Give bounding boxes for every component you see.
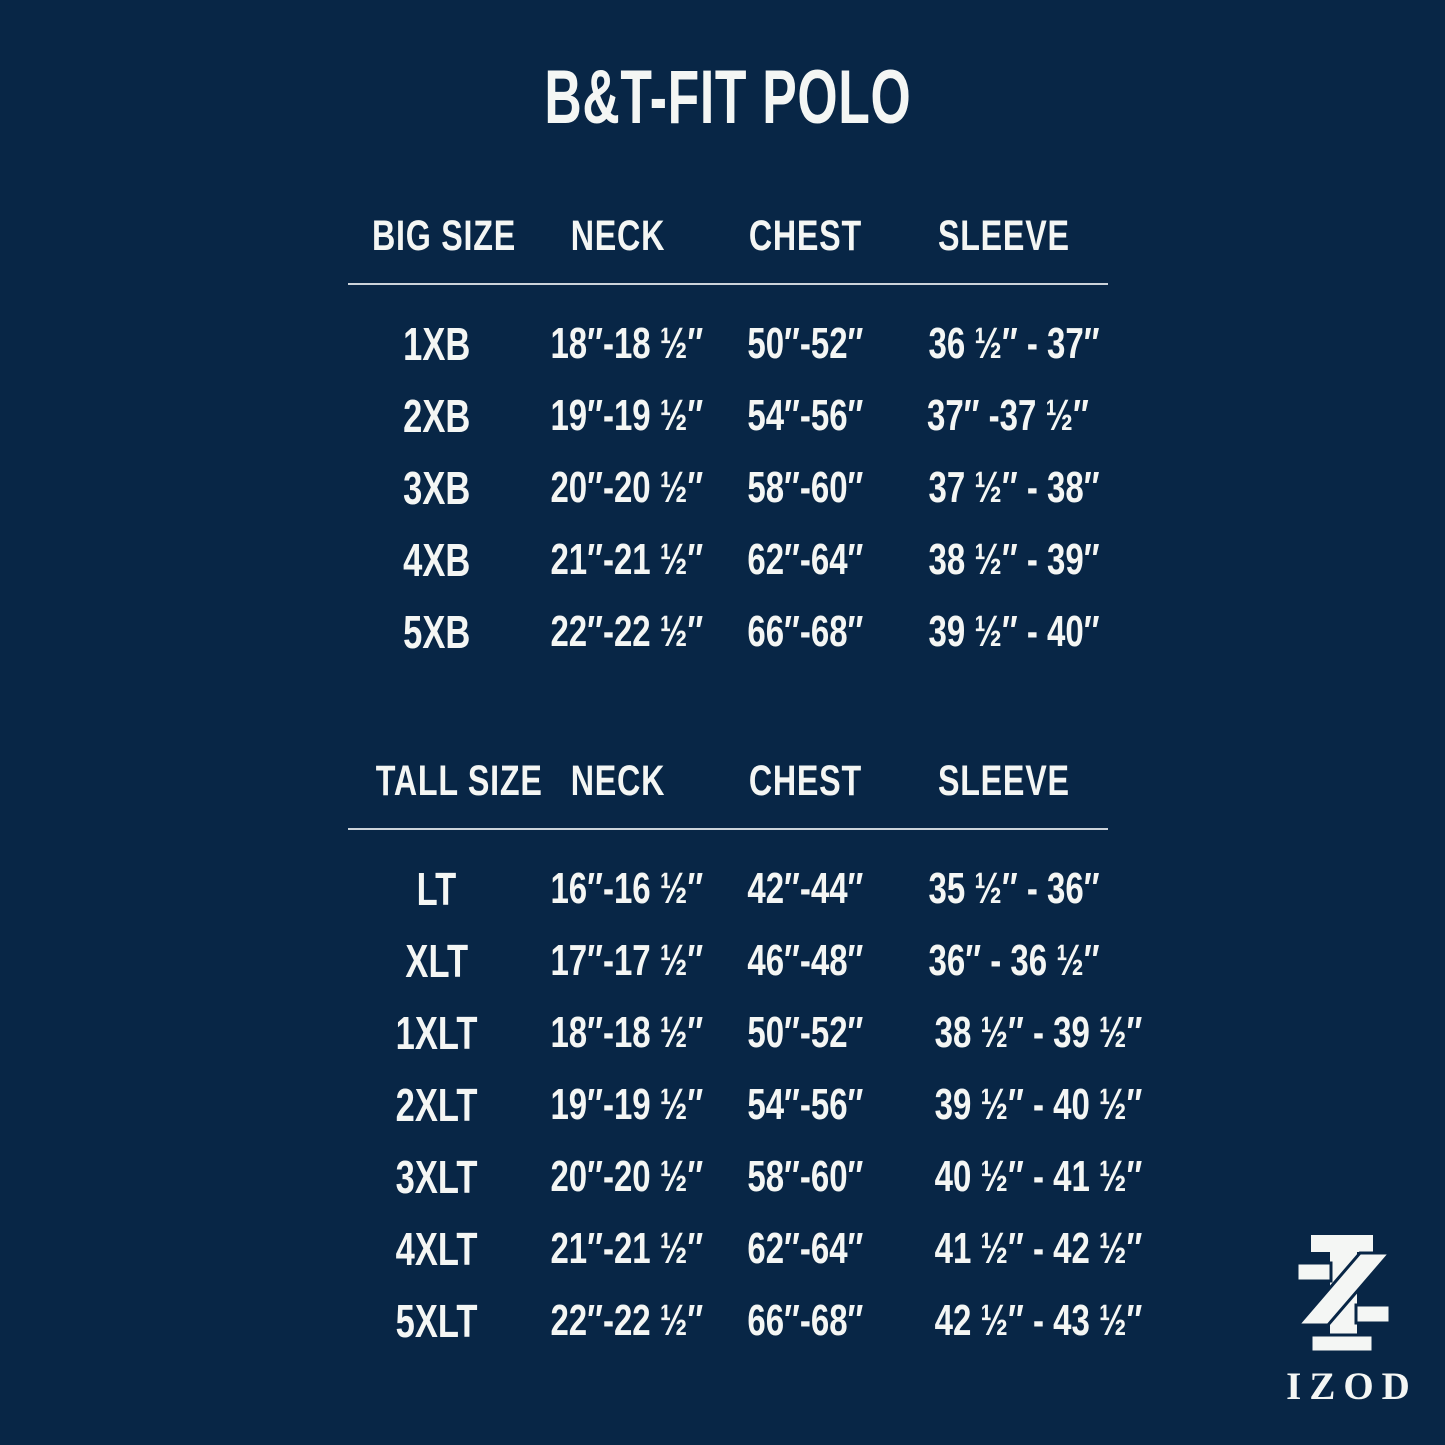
table-row: 5XLT 22″-22 ½″ 66″-68″ 42 ½″ - 43 ½″: [348, 1285, 1143, 1357]
measurement-cell: 20″-20 ½″: [550, 463, 704, 512]
table-row: LT 16″-16 ½″ 42″-44″ 35 ½″ - 36″: [348, 853, 1108, 925]
size-label-cell: 4XLT: [395, 1223, 478, 1275]
table-row: XLT 17″-17 ½″ 46″-48″ 36″ - 36 ½″: [348, 925, 1108, 997]
table-row: 1XB 18″-18 ½″ 50″-52″ 36 ½″ - 37″: [348, 308, 1108, 380]
measurement-cell: 19″-19 ½″: [550, 1080, 704, 1129]
size-label-cell: 1XLT: [395, 1007, 478, 1059]
measurement-cell: 21″-21 ½″: [550, 535, 704, 584]
measurement-cell: 46″-48″: [746, 936, 864, 985]
measurement-cell: 17″-17 ½″: [550, 936, 704, 985]
measurement-cell: 36″ - 36 ½″: [928, 936, 1100, 985]
table-row: 3XLT 20″-20 ½″ 58″-60″ 40 ½″ - 41 ½″: [348, 1141, 1143, 1213]
measurement-cell: 50″-52″: [746, 1008, 864, 1057]
izod-wordmark: IZOD: [1286, 1365, 1418, 1408]
measurement-cell: 38 ½″ - 39″: [928, 535, 1100, 584]
measurement-cell: 37 ½″ - 38″: [928, 463, 1100, 512]
measurement-cell: 36 ½″ - 37″: [928, 319, 1100, 368]
header-divider-line: [348, 283, 1108, 285]
size-label-cell: 2XB: [402, 390, 471, 442]
izod-brand-logo: IZOD: [1270, 1230, 1426, 1409]
measurement-cell: 22″-22 ½″: [550, 1296, 704, 1345]
size-label-cell: 4XB: [402, 534, 471, 586]
column-header: BIG SIZE: [371, 211, 516, 260]
size-label-cell: 2XLT: [395, 1079, 478, 1131]
tall-size-table-header-row: TALL SIZE NECK CHEST SLEEVE: [348, 753, 1108, 809]
table-row: 3XB 20″-20 ½″ 58″-60″ 37 ½″ - 38″: [348, 452, 1108, 524]
column-header: TALL SIZE: [375, 756, 543, 805]
size-label-cell: 3XB: [402, 462, 471, 514]
measurement-cell: 35 ½″ - 36″: [928, 864, 1100, 913]
column-header: CHEST: [748, 756, 862, 805]
measurement-cell: 42″-44″: [746, 864, 864, 913]
measurement-cell: 20″-20 ½″: [550, 1152, 704, 1201]
measurement-cell: 21″-21 ½″: [550, 1224, 704, 1273]
tall-size-table-body: LT 16″-16 ½″ 42″-44″ 35 ½″ - 36″ XLT 17″-17 ½…: [348, 853, 1143, 1357]
column-header: SLEEVE: [938, 756, 1070, 805]
measurement-cell: 54″-56″: [746, 391, 864, 440]
table-row: 2XLT 19″-19 ½″ 54″-56″ 39 ½″ - 40 ½″: [348, 1069, 1143, 1141]
column-header: CHEST: [748, 211, 862, 260]
measurement-cell: 18″-18 ½″: [550, 319, 704, 368]
size-label-cell: LT: [416, 863, 457, 915]
big-size-table-header-row: BIG SIZE NECK CHEST SLEEVE: [348, 208, 1108, 264]
table-row: 4XLT 21″-21 ½″ 62″-64″ 41 ½″ - 42 ½″: [348, 1213, 1143, 1285]
measurement-cell: 62″-64″: [746, 1224, 864, 1273]
size-label-cell: 5XLT: [395, 1295, 478, 1347]
size-label-cell: 5XB: [402, 606, 471, 658]
measurement-cell: 18″-18 ½″: [550, 1008, 704, 1057]
measurement-cell: 42 ½″ - 43 ½″: [934, 1296, 1143, 1345]
measurement-cell: 38 ½″ - 39 ½″: [934, 1008, 1143, 1057]
measurement-cell: 22″-22 ½″: [550, 607, 704, 656]
measurement-cell: 58″-60″: [746, 1152, 864, 1201]
size-label-cell: XLT: [405, 935, 468, 987]
column-header: NECK: [570, 756, 665, 805]
page-title-text: B&T-FIT POLO: [544, 55, 912, 140]
size-label-cell: 1XB: [402, 318, 471, 370]
measurement-cell: 19″-19 ½″: [550, 391, 704, 440]
izod-monogram-icon: [1294, 1235, 1394, 1354]
measurement-cell: 62″-64″: [746, 535, 864, 584]
measurement-cell: 54″-56″: [746, 1080, 864, 1129]
measurement-cell: 66″-68″: [746, 1296, 864, 1345]
column-header: SLEEVE: [938, 211, 1070, 260]
measurement-cell: 66″-68″: [746, 607, 864, 656]
table-row: 4XB 21″-21 ½″ 62″-64″ 38 ½″ - 39″: [348, 524, 1108, 596]
measurement-cell: 16″-16 ½″: [550, 864, 704, 913]
measurement-cell: 50″-52″: [746, 319, 864, 368]
big-size-table: BIG SIZE NECK CHEST SLEEVE 1XB 18″-18 ½″ 50″-…: [348, 208, 1108, 668]
table-row: 2XB 19″-19 ½″ 54″-56″ 37″ -37 ½″: [348, 380, 1108, 452]
page-title: B&T-FIT POLO: [348, 56, 1108, 140]
big-size-table-body: 1XB 18″-18 ½″ 50″-52″ 36 ½″ - 37″ 2XB 19″-19 …: [348, 308, 1108, 668]
size-label-cell: 3XLT: [395, 1151, 478, 1203]
measurement-cell: 39 ½″ - 40 ½″: [934, 1080, 1143, 1129]
measurement-cell: 39 ½″ - 40″: [928, 607, 1100, 656]
column-header: NECK: [570, 211, 665, 260]
table-row: 5XB 22″-22 ½″ 66″-68″ 39 ½″ - 40″: [348, 596, 1108, 668]
measurement-cell: 37″ -37 ½″: [926, 391, 1089, 440]
table-row: 1XLT 18″-18 ½″ 50″-52″ 38 ½″ - 39 ½″: [348, 997, 1143, 1069]
header-divider-line: [348, 828, 1108, 830]
measurement-cell: 58″-60″: [746, 463, 864, 512]
measurement-cell: 41 ½″ - 42 ½″: [934, 1224, 1143, 1273]
measurement-cell: 40 ½″ - 41 ½″: [934, 1152, 1143, 1201]
tall-size-table: TALL SIZE NECK CHEST SLEEVE LT 16″-16 ½″ 42″-…: [348, 753, 1143, 1357]
